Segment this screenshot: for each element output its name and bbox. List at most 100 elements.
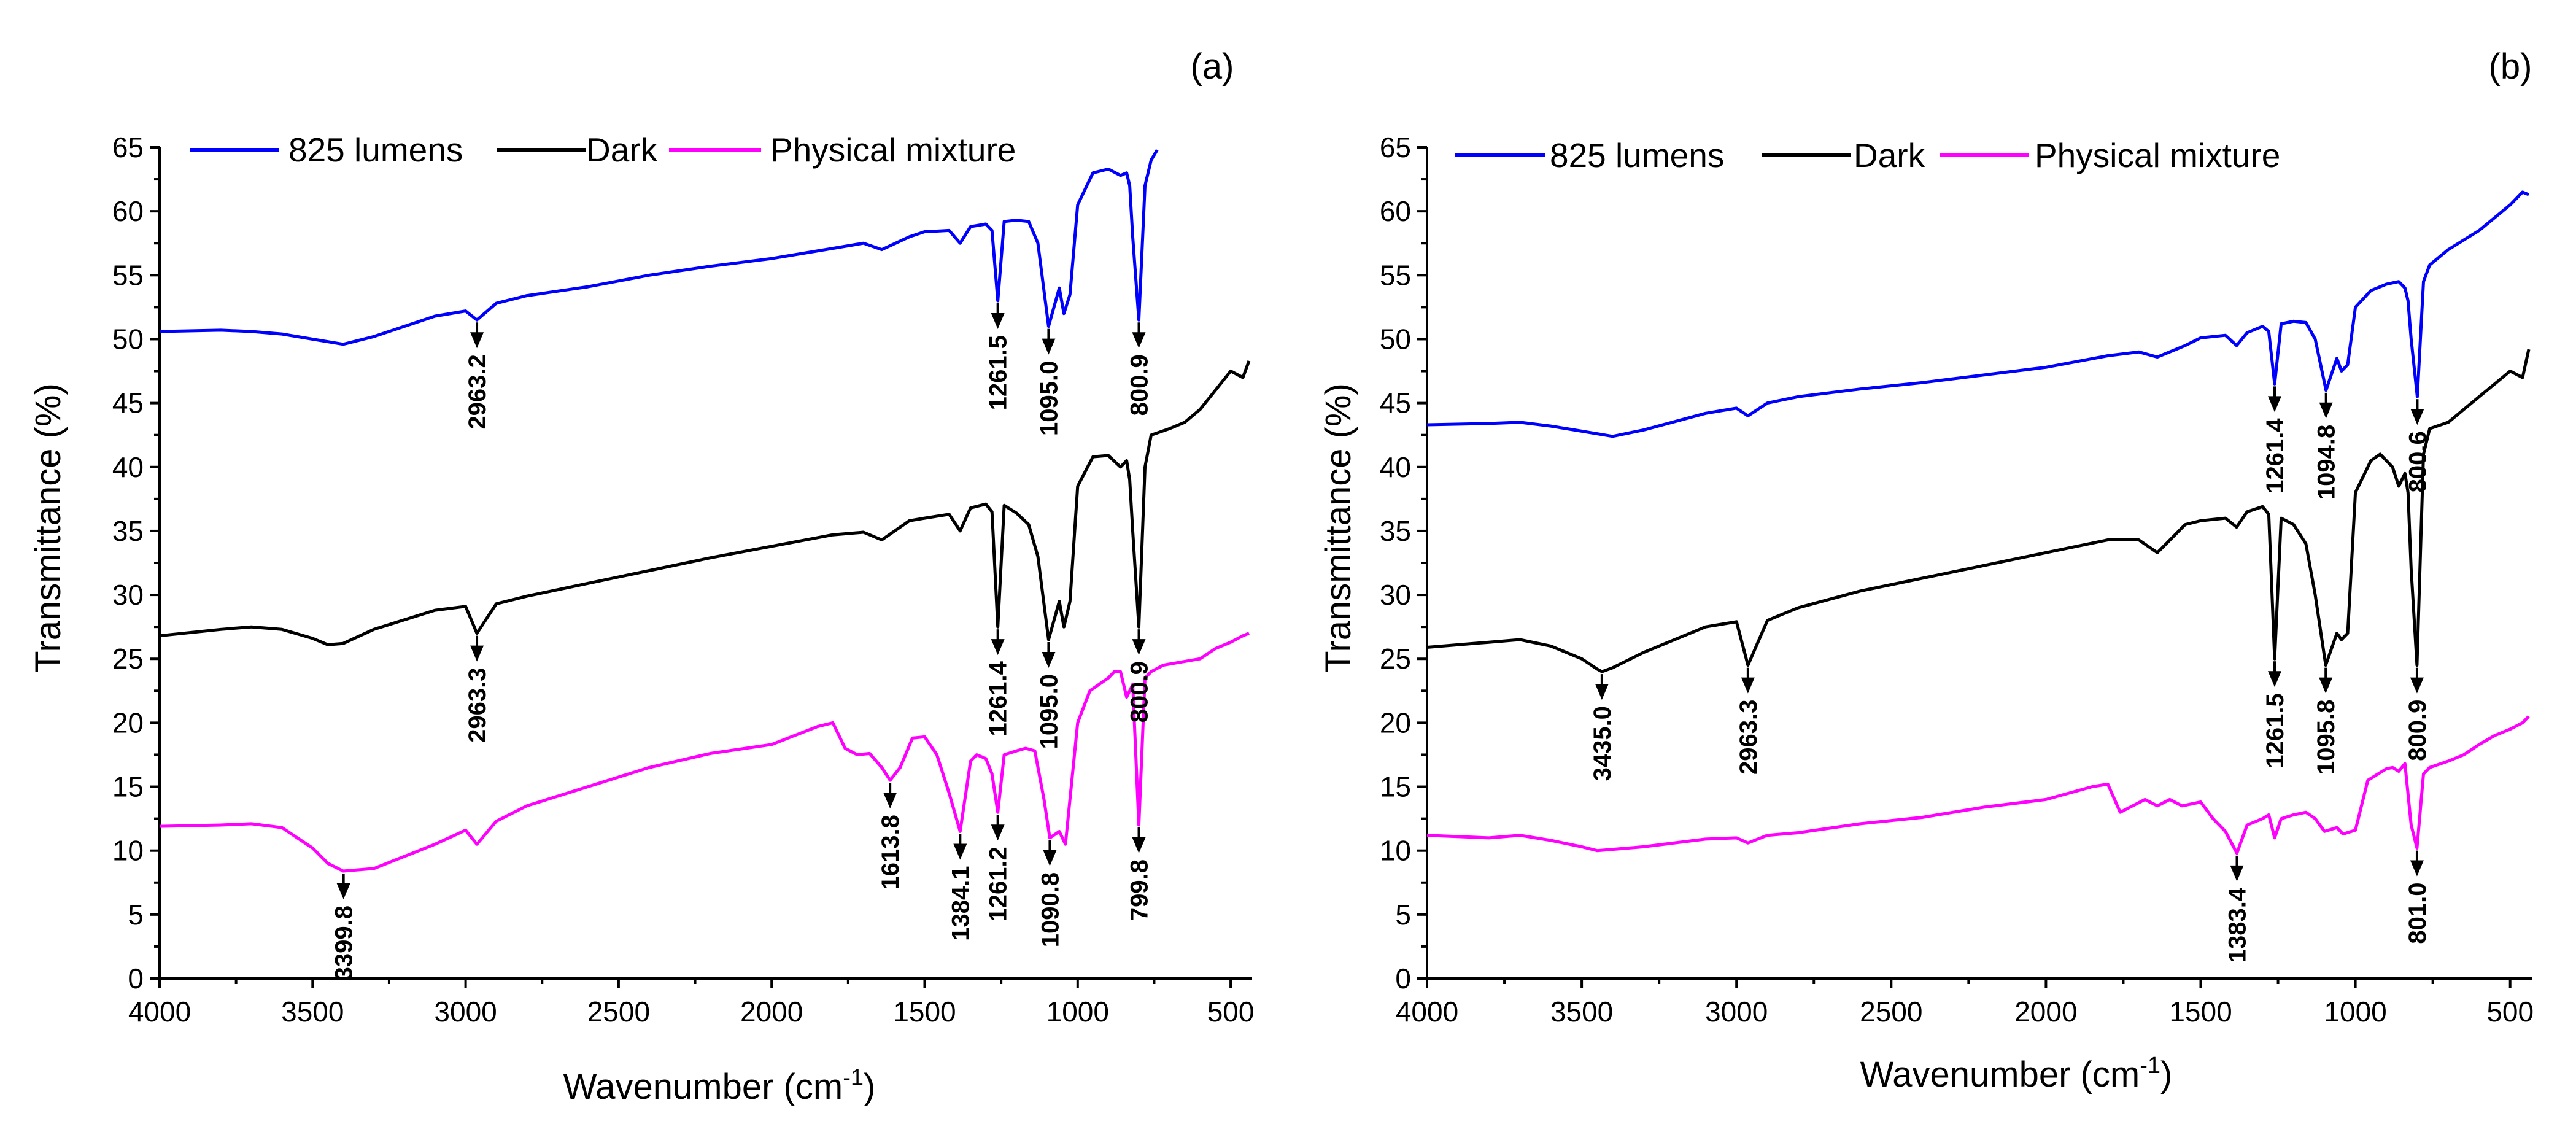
y-tick-label: 15 xyxy=(1380,771,1411,803)
annotation-arrow-head xyxy=(1042,338,1056,355)
y-tick-label: 35 xyxy=(1380,515,1411,547)
annotation-arrow-head xyxy=(1132,639,1146,656)
annotation-label: 1094.8 xyxy=(2313,425,2340,500)
legend-label-dark: Dark xyxy=(586,131,658,169)
y-tick-label: 20 xyxy=(1380,707,1411,738)
annotation-arrow-head xyxy=(1042,651,1056,668)
annotation-label: 1090.8 xyxy=(1037,872,1064,947)
annotation-label: 800.9 xyxy=(1126,354,1153,416)
peak-annotation: 1261.5 xyxy=(985,303,1012,410)
peak-annotation: 1090.8 xyxy=(1037,840,1064,947)
x-tick-label: 1500 xyxy=(2169,996,2232,1028)
y-tick-label: 10 xyxy=(1380,835,1411,867)
y-tick-label: 45 xyxy=(1380,387,1411,419)
x-tick-label: 1000 xyxy=(1046,996,1109,1028)
annotation-arrow-head xyxy=(953,843,967,860)
y-tick-label: 50 xyxy=(1380,323,1411,355)
y-tick-label: 45 xyxy=(112,387,144,419)
y-tick-label: 20 xyxy=(112,707,144,738)
y-tick-label: 65 xyxy=(1380,131,1411,163)
annotation-label: 2963.3 xyxy=(1735,700,1762,775)
annotation-arrow-head xyxy=(2268,396,2282,413)
annotation-arrow-head xyxy=(1132,837,1146,854)
annotation-label: 1261.4 xyxy=(2262,418,2289,494)
peak-annotation: 1613.8 xyxy=(877,783,904,890)
peak-annotation: 1384.1 xyxy=(947,834,974,941)
legend-label-physical-mixture: Physical mixture xyxy=(2035,136,2280,174)
peak-annotation: 800.9 xyxy=(1126,629,1153,723)
y-tick-label: 40 xyxy=(1380,451,1411,483)
annotation-label: 1095.8 xyxy=(2313,700,2340,775)
annotation-label: 2963.2 xyxy=(464,354,491,429)
x-axis-title-main: Wavenumber (cm xyxy=(1860,1055,2140,1095)
x-axis-title-main: Wavenumber (cm xyxy=(563,1067,843,1107)
y-tick-label: 5 xyxy=(128,899,144,931)
peak-annotation: 1261.4 xyxy=(985,629,1012,736)
y-tick-label: 55 xyxy=(1380,259,1411,291)
x-axis-title-close: ) xyxy=(864,1067,875,1107)
y-tick-label: 30 xyxy=(112,579,144,611)
annotation-arrow-head xyxy=(2410,677,2424,694)
y-axis-title: Transmittance (%) xyxy=(28,383,68,673)
series-line-825-lumens xyxy=(1426,190,2529,438)
annotation-label: 1261.5 xyxy=(2262,693,2289,768)
peak-annotation: 1261.5 xyxy=(2262,661,2289,769)
series-line-physical-mixture xyxy=(1426,715,2530,855)
series-line-dark xyxy=(159,360,1251,646)
annotation-arrow-head xyxy=(2230,865,2244,882)
peak-annotation: 800.9 xyxy=(2404,667,2431,761)
annotation-arrow-head xyxy=(2319,402,2333,419)
x-axis-title-close: ) xyxy=(2160,1055,2172,1095)
annotation-arrow-head xyxy=(991,312,1005,329)
annotation-arrow-head xyxy=(2268,671,2282,688)
x-tick-label: 3500 xyxy=(1550,996,1613,1028)
legend: 825 lumens Dark Physical mixture xyxy=(190,131,1016,169)
x-tick-label: 2000 xyxy=(2014,996,2077,1028)
peak-annotation: 1261.4 xyxy=(2262,386,2289,494)
peak-annotation: 2963.3 xyxy=(1735,667,1762,775)
annotation-arrow-head xyxy=(2410,409,2424,425)
x-tick-label: 2500 xyxy=(1860,996,1922,1028)
x-axis-title: Wavenumber (cm-1) xyxy=(1860,1053,2173,1095)
annotation-label: 1095.0 xyxy=(1035,361,1062,436)
peak-annotation: 1095.0 xyxy=(1035,641,1062,749)
x-tick-label: 3500 xyxy=(281,996,344,1028)
annotation-arrow-head xyxy=(1741,677,1755,694)
x-tick-label: 2000 xyxy=(740,996,803,1028)
annotation-label: 1261.4 xyxy=(985,661,1012,736)
annotation-arrow-head xyxy=(1132,332,1146,349)
peak-annotation: 800.9 xyxy=(1126,322,1153,416)
annotation-arrow-head xyxy=(883,793,897,809)
x-tick-label: 500 xyxy=(2486,996,2534,1028)
peak-annotation: 2963.3 xyxy=(464,635,491,743)
peak-annotation: 1095.0 xyxy=(1035,328,1062,436)
annotation-label: 801.0 xyxy=(2404,883,2431,944)
annotation-label: 1613.8 xyxy=(877,815,904,890)
annotation-arrow-head xyxy=(1043,850,1057,866)
annotation-label: 800.9 xyxy=(2404,700,2431,761)
x-tick-label: 2500 xyxy=(587,996,650,1028)
annotation-label: 1261.2 xyxy=(985,847,1012,921)
y-tick-label: 25 xyxy=(112,643,144,675)
y-tick-label: 60 xyxy=(112,195,144,227)
y-axis-title: Transmittance (%) xyxy=(1318,383,1358,673)
series-line-dark xyxy=(1426,349,2531,673)
annotation-arrow-head xyxy=(1595,684,1609,700)
y-tick-label: 0 xyxy=(1395,963,1411,994)
peak-annotation: 1261.2 xyxy=(985,815,1012,922)
panel-b: (b) Transmittance (%) Wavenumber (cm-1) … xyxy=(1318,47,2534,1095)
annotation-label: 800.6 xyxy=(2404,431,2431,492)
series-line-825-lumens xyxy=(159,149,1159,346)
x-tick-label: 3000 xyxy=(1705,996,1768,1028)
x-axis-title-sup: -1 xyxy=(843,1065,864,1091)
y-tick-label: 65 xyxy=(112,131,144,163)
annotation-arrow-head xyxy=(2410,860,2424,877)
x-tick-label: 500 xyxy=(1207,996,1255,1028)
x-tick-label: 4000 xyxy=(1396,996,1458,1028)
x-tick-label: 4000 xyxy=(128,996,191,1028)
annotation-arrow-head xyxy=(2319,677,2333,694)
annotation-label: 800.9 xyxy=(1126,661,1153,723)
annotation-label: 1384.1 xyxy=(947,866,974,940)
